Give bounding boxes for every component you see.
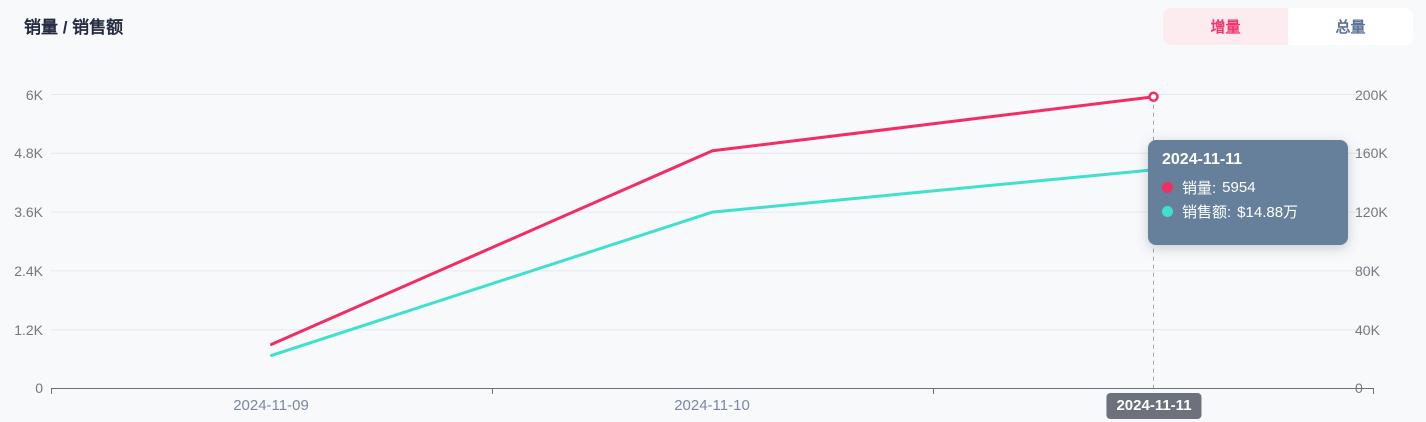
axis-pointer-label: 2024-11-11 [1106,393,1202,419]
y-axis-left-tick: 2.4K [14,263,43,279]
amount-series-dot-icon [1162,205,1173,217]
y-axis-left-tick: 6K [25,87,43,103]
chart-tooltip: 2024-11-11 销量: 5954 销售额: $14.88万 [1148,140,1348,245]
volume-series-dot-icon [1162,181,1173,193]
x-axis-label: 2024-11-10 [674,397,750,414]
tooltip-amount-value: $14.88万 [1237,203,1299,221]
tooltip-row-volume: 销量: 5954 [1162,175,1334,199]
y-axis-right-tick: 40K [1355,322,1380,338]
x-axis-label: 2024-11-09 [233,397,309,414]
series-amount-line [270,168,1155,357]
tooltip-volume-label: 销量: [1182,179,1217,197]
highlight-marker [1148,91,1159,103]
y-axis-right-tick: 0 [1355,380,1363,396]
tooltip-volume-value: 5954 [1222,178,1256,196]
y-axis-right-tick: 80K [1355,263,1380,279]
y-axis-right-tick: 200K [1355,87,1388,103]
y-axis-left-tick: 1.2K [14,322,43,338]
y-axis-right-tick: 160K [1355,145,1388,161]
tooltip-title: 2024-11-11 [1162,151,1243,168]
series-volume-line [270,95,1155,346]
x-axis [51,388,1374,394]
tooltip-amount-label: 销售额: [1182,203,1232,221]
toggle-increment-button[interactable]: 增量 [1163,8,1288,45]
page-title: 销量 / 销售额 [24,18,124,37]
mode-toggle: 增量 总量 [1163,8,1413,45]
y-axis-right-tick: 120K [1355,204,1388,220]
tooltip-row-amount: 销售额: $14.88万 [1162,199,1334,223]
y-axis-left-tick: 4.8K [14,145,43,161]
toggle-total-button[interactable]: 总量 [1288,8,1413,45]
y-axis-left-tick: 3.6K [14,204,43,220]
y-axis-left-tick: 0 [35,380,43,396]
